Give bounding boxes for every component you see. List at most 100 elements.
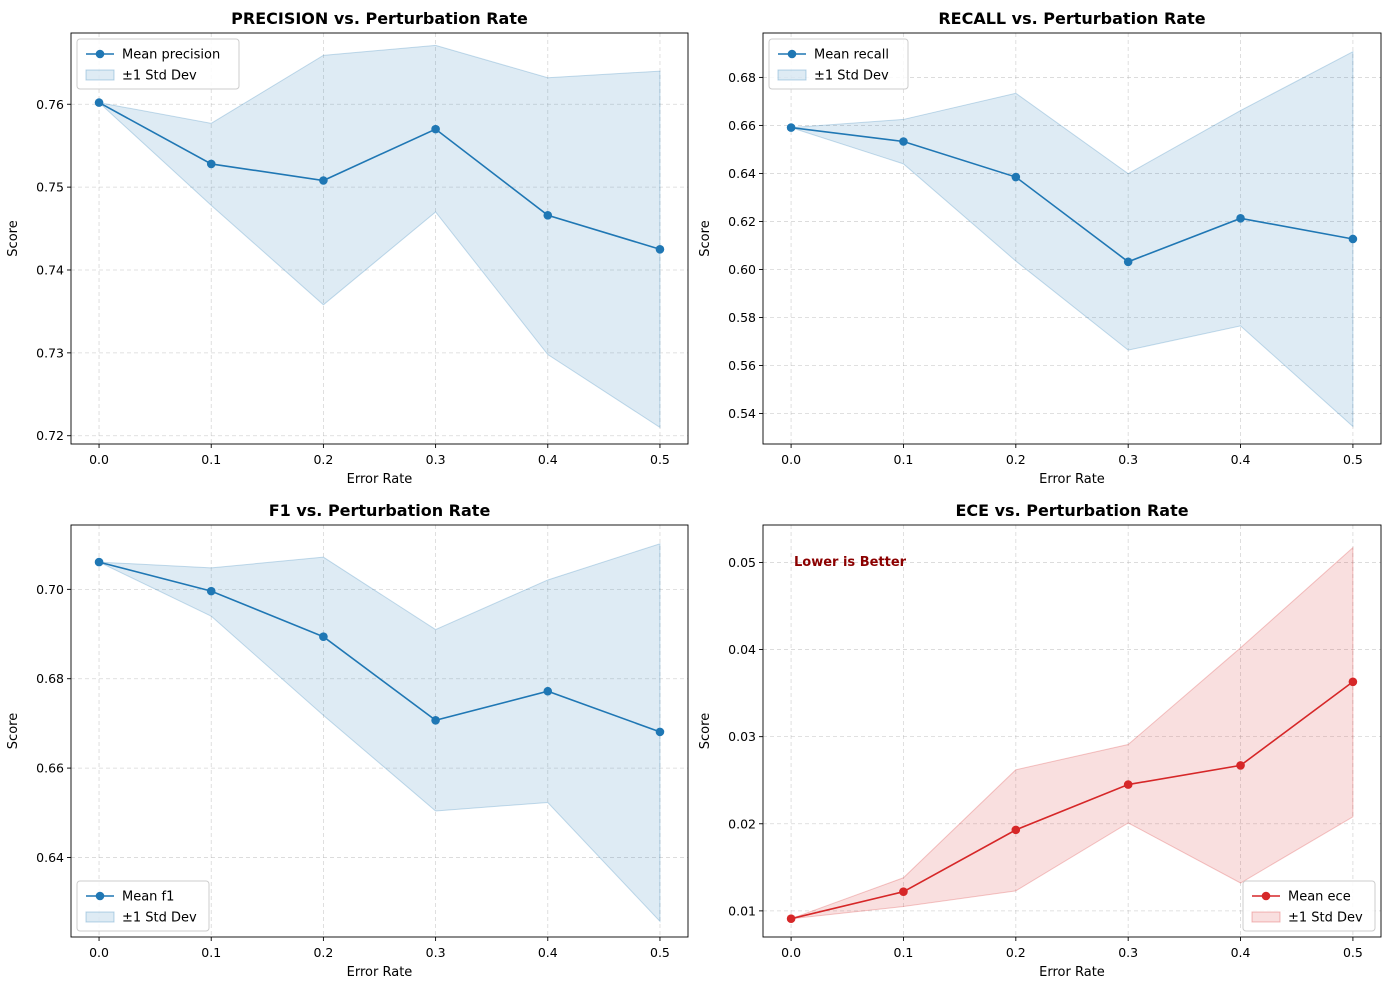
legend-band-swatch [1251,911,1281,923]
legend-band-swatch [85,911,115,923]
legend-box [1242,880,1376,932]
x-tick-label: 0.1 [201,452,221,467]
x-tick-label: 0.2 [1006,945,1026,960]
x-tick-label: 0.1 [894,945,914,960]
data-point [543,686,553,696]
y-tick-label: 0.68 [36,671,64,686]
x-tick-label: 0.5 [1343,945,1363,960]
y-tick-label: 0.74 [36,262,64,277]
chart-title: ECE vs. Perturbation Rate [955,501,1188,520]
y-tick-label: 0.05 [728,555,756,570]
subplot-2: 0.0 0.1 0.2 0.3 0.4 0.5 0.54 0.56 0.58 0.60 0.62 0.… [698,9,1382,487]
y-axis-label: Score [698,220,713,256]
legend-label-mean: Mean precision [122,48,220,63]
mean-line [790,681,1354,920]
x-tick-label: 0.4 [538,452,558,467]
y-tick-label: 0.56 [728,358,756,373]
y-tick-label: 0.64 [728,166,756,181]
y-tick-label: 0.75 [36,180,64,195]
mean-line [98,561,661,733]
std-dev-band [98,543,661,923]
std-dev-band [790,546,1354,920]
legend-label-std: ±1 Std Dev [122,911,197,926]
data-point [206,159,216,169]
legend-marker-swatch [787,49,797,59]
y-tick-label: 0.72 [36,428,64,443]
y-tick-label: 0.66 [36,761,64,776]
x-axis-label: Error Rate [1039,472,1105,487]
legend-label-std: ±1 Std Dev [122,69,197,84]
data-point [1348,234,1358,244]
std-dev-band [790,50,1354,428]
x-axis-label: Error Rate [1039,965,1105,980]
data-point [431,124,440,134]
subplot-4: 0.0 0.1 0.2 0.3 0.4 0.5 0.01 0.02 0.03 0.04 0.05 EC… [698,501,1382,980]
y-tick-label: 0.04 [728,642,756,657]
x-tick-label: 0.3 [426,945,446,960]
legend-band-swatch [777,69,807,81]
axes-frame [762,32,1382,445]
x-axis-label: Error Rate [347,965,413,980]
data-point [319,632,328,642]
chart-title: RECALL vs. Perturbation Rate [938,9,1205,28]
mean-line [790,126,1354,263]
data-point [655,244,665,254]
x-tick-label: 0.0 [89,945,109,960]
legend-label-std: ±1 Std Dev [814,69,889,84]
data-point [899,887,908,897]
x-tick-label: 0.4 [538,945,558,960]
data-point [1236,761,1245,770]
x-tick-label: 0.2 [313,452,333,467]
y-tick-label: 0.76 [36,97,64,112]
data-point [786,123,796,132]
axes-frame [762,524,1382,938]
x-tick-label: 0.0 [89,452,109,467]
legend-marker-swatch [1261,891,1271,901]
chart-title: F1 vs. Perturbation Rate [269,501,491,520]
x-axis-label: Error Rate [347,472,413,487]
std-dev-band [97,44,661,429]
data-point [786,914,796,924]
data-point [1011,172,1021,182]
data-point [94,557,104,567]
y-axis-label: Score [698,713,713,749]
legend-label-mean: Mean f1 [122,890,174,905]
axes-frame [70,524,689,938]
data-point [206,586,216,596]
legend-box [76,880,210,932]
y-tick-label: 0.62 [728,214,756,229]
x-tick-label: 0.0 [781,945,801,960]
subplot-1: 0.0 0.1 0.2 0.3 0.4 0.5 0.72 0.73 0.74 0.75 0.76 PR… [6,9,689,487]
legend-box [768,38,909,90]
x-tick-label: 0.1 [894,452,914,467]
y-tick-label: 0.64 [36,850,64,865]
x-tick-label: 0.3 [1118,452,1138,467]
legend-label-std: ±1 Std Dev [1288,911,1363,926]
legend: Mean recall ±1 Std Dev [768,38,909,90]
legend-box [76,38,240,90]
legend: Mean precision ±1 Std Dev [76,38,240,90]
y-axis-label: Score [6,713,21,749]
y-tick-label: 0.70 [36,582,64,597]
data-point [1123,780,1133,789]
y-tick-label: 0.03 [728,729,756,744]
data-point [319,176,328,185]
data-point [543,210,553,220]
legend-label-mean: Mean ece [1288,890,1351,905]
data-point [1123,257,1133,267]
legend-marker-swatch [95,49,105,59]
axes-frame [70,32,689,445]
x-tick-label: 0.5 [650,452,670,467]
y-tick-label: 0.66 [728,118,756,133]
chart-title: PRECISION vs. Perturbation Rate [231,9,528,28]
y-tick-label: 0.73 [36,345,64,360]
x-tick-label: 0.4 [1231,452,1251,467]
x-tick-label: 0.5 [1343,452,1363,467]
data-point [94,98,104,107]
x-tick-label: 0.2 [1006,452,1026,467]
data-point [1011,825,1021,835]
x-tick-label: 0.0 [781,452,801,467]
y-axis-label: Score [6,220,21,256]
y-tick-label: 0.01 [728,903,756,918]
legend: Mean ece ±1 Std Dev [1242,880,1376,932]
